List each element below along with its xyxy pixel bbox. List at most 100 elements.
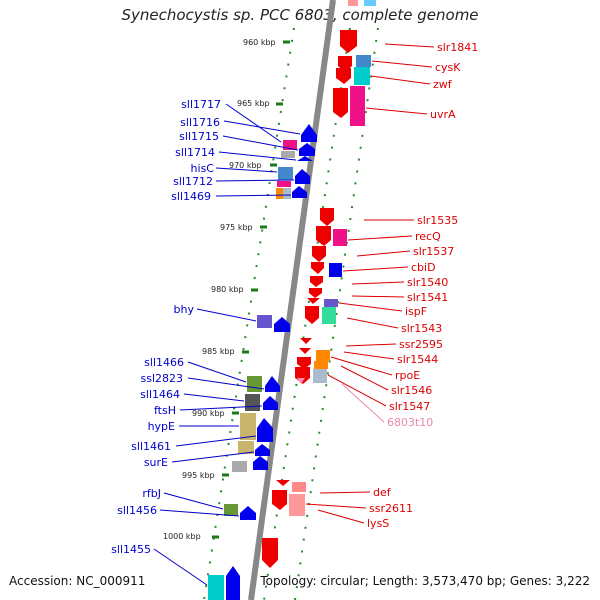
connector-rpoE [330,356,393,376]
gene-arrow-ssl2823 [265,376,280,392]
gene-label-lysS: lysS [367,517,389,530]
gene-label-sll1469: sll1469 [171,190,211,203]
gene-label-slr1841: slr1841 [437,41,478,54]
tick-label: 975 kbp [220,223,253,232]
connector-lysS [317,509,365,524]
gene-label-slr1537: slr1537 [413,245,454,258]
gene-label-uvrA: uvrA [430,108,456,121]
gene-arrow [307,298,320,304]
gene-arrow-bhy [257,315,272,328]
gene-label-sll1715: sll1715 [179,130,219,143]
gene-arrow-slr1544 [299,348,311,354]
gene-arrow-sll1456 [240,506,256,520]
tick-label: 960 kbp [243,38,276,47]
gene-label-slr1543: slr1543 [401,322,442,335]
gene-label-hypE: hypE [148,420,175,433]
connector-slr1544 [343,351,395,360]
gene-arrow-recQ [316,226,331,246]
connector-slr1546 [340,365,389,391]
gene-arrow [277,181,291,187]
gene-arrow-hisC [278,167,293,180]
gene-arrow-slr1535 [320,208,334,226]
gene-label-rfbJ: rfbJ [142,487,161,500]
connector-ssl2823 [187,377,265,390]
gene-arrow [333,229,347,246]
gene-label-recQ: recQ [415,230,441,243]
gene-arrow-sll1714 [297,156,313,161]
gene-arrow-rpoE [316,350,330,361]
gene-label-ssr2611: ssr2611 [369,502,413,515]
connector-sll1461 [175,435,257,447]
connector-sll1466 [187,361,247,383]
connector-bhy [196,308,257,322]
gene-label-6803t10: 6803t10 [387,416,433,429]
connector-sll1464 [183,393,245,402]
gene-label-sll1455: sll1455 [111,543,151,556]
gene-arrow-sll1461 [257,418,273,442]
gene-label-sll1717: sll1717 [181,98,221,111]
gene-arrow [313,369,327,383]
gene-arrow-def [276,480,290,486]
gene-arrow-ssr2595 [300,338,312,344]
gene-arrow [262,538,278,568]
gene-arrow-sll1717 [283,140,297,150]
gene-arrow-rfbJ [224,504,238,516]
gene-arrow-slr1541 [309,288,322,298]
gene-arrow-cbiD [311,262,324,274]
gene-arrow-sll1712 [295,169,310,184]
connector-sll1715 [222,135,299,151]
connector-zwf [370,75,431,85]
tick-marks [212,40,290,539]
gene-arrow-sll1715 [299,143,315,156]
gene-label-zwf: zwf [433,78,453,91]
connector-slr1841 [384,43,435,48]
gene-label-sll1464: sll1464 [140,388,180,401]
gene-arrow [329,263,342,277]
gene-label-cbiD: cbiD [411,261,436,274]
gene-arrow-uvrA [333,88,348,118]
tick-label: 965 kbp [237,99,270,108]
gene-arrow-sll1716 [301,124,317,142]
connector-sll1469 [215,194,292,197]
gene-arrow [283,188,291,199]
connector-cysK [371,60,433,68]
gene-arrow [292,482,306,492]
gene-label-sll1714: sll1714 [175,146,215,159]
tick-label: 985 kbp [202,347,235,356]
connector-sll1712 [215,179,295,182]
gene-arrow-sll1469 [292,186,307,198]
connector-rfbJ [163,492,224,510]
gene-label-slr1541: slr1541 [407,291,448,304]
gene-arrow-slr1537 [312,246,326,262]
gene-arrow [364,0,376,6]
connector-uvrA [365,107,428,115]
genome-title: Synechocystis sp. PCC 6803, complete gen… [121,6,479,24]
tick-label: 990 kbp [192,409,225,418]
gene-label-slr1544: slr1544 [397,353,438,366]
connector-recQ [347,235,413,241]
gene-arrow-slr1543 [305,306,319,324]
gene-label-slr1540: slr1540 [407,276,448,289]
gene-arrow-ftsH [263,396,278,410]
gene-arrow [274,317,290,332]
gene-arrow [322,307,336,324]
connector-sll1456 [159,509,240,517]
connector-sll1714 [218,151,297,161]
gene-arrow-lysS [289,494,305,516]
tick-label: 1000 kbp [163,532,201,541]
connector-ssr2611 [305,503,367,509]
gene-label-sll1461: sll1461 [131,440,171,453]
topology-label: Topology: circular; Length: 3,573,470 bp… [260,574,590,588]
gene-arrow [232,461,247,472]
connector-slr1540 [351,281,405,285]
gene-arrow-sll1455 [208,575,224,600]
gene-arrow-sll1464 [245,394,260,411]
gene-label-ftsH: ftsH [154,404,176,417]
gene-label-ssl2823: ssl2823 [140,372,183,385]
connector-def [319,491,371,494]
connector-slr1541 [351,295,405,298]
genome-axis [248,0,336,600]
gene-arrow-cysK [356,55,371,67]
gene-label-def: def [373,486,392,499]
connector-surE [171,451,255,463]
